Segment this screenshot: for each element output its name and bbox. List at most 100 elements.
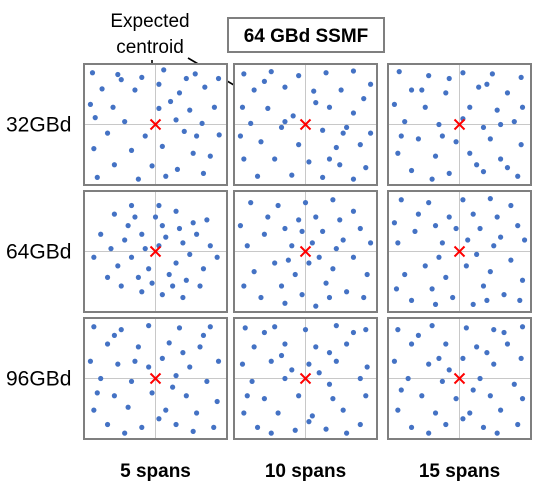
data-point <box>104 421 111 428</box>
data-point <box>391 358 398 364</box>
data-point <box>491 361 497 367</box>
data-point <box>340 407 346 413</box>
data-point <box>197 283 203 289</box>
data-point <box>289 243 295 249</box>
data-point <box>446 214 452 220</box>
data-point <box>504 90 511 96</box>
data-point <box>446 170 452 176</box>
row-label: 96GBd <box>6 368 71 391</box>
data-point <box>412 228 418 234</box>
data-point <box>248 120 254 126</box>
data-point <box>429 176 435 182</box>
data-point <box>350 208 357 214</box>
data-point <box>92 115 98 121</box>
data-point <box>125 223 131 229</box>
data-point <box>515 421 521 428</box>
data-point <box>465 237 471 243</box>
data-point <box>344 341 350 347</box>
centroid-stroke <box>299 245 312 258</box>
data-point <box>494 430 500 436</box>
data-point <box>306 159 312 165</box>
data-point <box>296 217 302 223</box>
data-point <box>504 165 511 171</box>
data-point <box>504 341 511 347</box>
data-point <box>426 73 432 79</box>
data-point <box>436 254 442 260</box>
data-point <box>278 283 285 289</box>
data-point <box>477 225 483 232</box>
data-point <box>289 367 295 373</box>
data-point <box>241 283 247 289</box>
data-point <box>282 225 288 232</box>
data-point <box>159 292 165 298</box>
expected-centroid-marker <box>149 118 162 131</box>
data-point <box>361 96 367 102</box>
data-point <box>163 173 169 179</box>
data-point <box>215 75 222 82</box>
data-point <box>290 113 296 119</box>
data-point <box>470 211 476 217</box>
data-point <box>159 223 165 229</box>
data-point <box>422 263 428 269</box>
data-point <box>467 104 473 110</box>
data-point <box>94 174 100 180</box>
data-point <box>89 70 96 76</box>
data-point <box>115 71 121 78</box>
data-point <box>292 271 298 278</box>
data-point <box>87 101 94 107</box>
data-point <box>261 396 267 402</box>
centroid-stroke <box>453 372 466 385</box>
data-point <box>508 202 514 209</box>
data-point <box>480 169 487 175</box>
data-point <box>254 173 261 179</box>
data-point <box>450 294 456 301</box>
data-point <box>306 419 312 425</box>
data-point <box>408 87 415 93</box>
data-point <box>405 375 411 382</box>
data-point <box>128 378 135 384</box>
data-point <box>187 364 193 370</box>
data-point <box>194 410 200 416</box>
data-point <box>202 84 208 90</box>
data-point <box>489 71 495 77</box>
data-point <box>395 327 401 333</box>
data-point <box>517 297 523 303</box>
data-point <box>289 172 295 178</box>
data-point <box>180 294 186 301</box>
centroid-stroke <box>149 372 162 385</box>
data-point <box>320 127 326 133</box>
data-point <box>296 142 302 148</box>
data-point <box>519 104 526 110</box>
data-point <box>330 266 336 272</box>
title-box: 64 GBd SSMF <box>227 17 385 53</box>
data-point <box>118 77 124 83</box>
data-point <box>408 424 415 430</box>
data-point <box>443 90 449 96</box>
data-point <box>180 350 186 356</box>
data-point <box>98 375 104 382</box>
centroid-stroke <box>453 118 466 131</box>
expected-centroid-marker <box>453 118 466 131</box>
data-point <box>395 150 401 156</box>
expected-centroid-marker <box>299 372 312 385</box>
data-point <box>251 87 257 93</box>
data-point <box>190 220 196 226</box>
data-point <box>340 130 346 136</box>
data-point <box>344 430 350 436</box>
data-point <box>87 358 94 364</box>
data-point <box>326 294 333 301</box>
data-point <box>132 87 138 93</box>
data-point <box>432 410 439 416</box>
data-point <box>408 167 415 174</box>
data-point <box>302 200 309 206</box>
data-point <box>239 361 246 367</box>
data-point <box>415 136 421 142</box>
scatter-panel <box>387 317 532 440</box>
data-point <box>104 130 111 136</box>
data-point <box>361 294 367 301</box>
data-point <box>166 271 172 278</box>
data-point <box>429 286 435 292</box>
data-point <box>216 132 222 138</box>
data-point <box>139 231 145 237</box>
scatter-panel <box>233 63 378 186</box>
